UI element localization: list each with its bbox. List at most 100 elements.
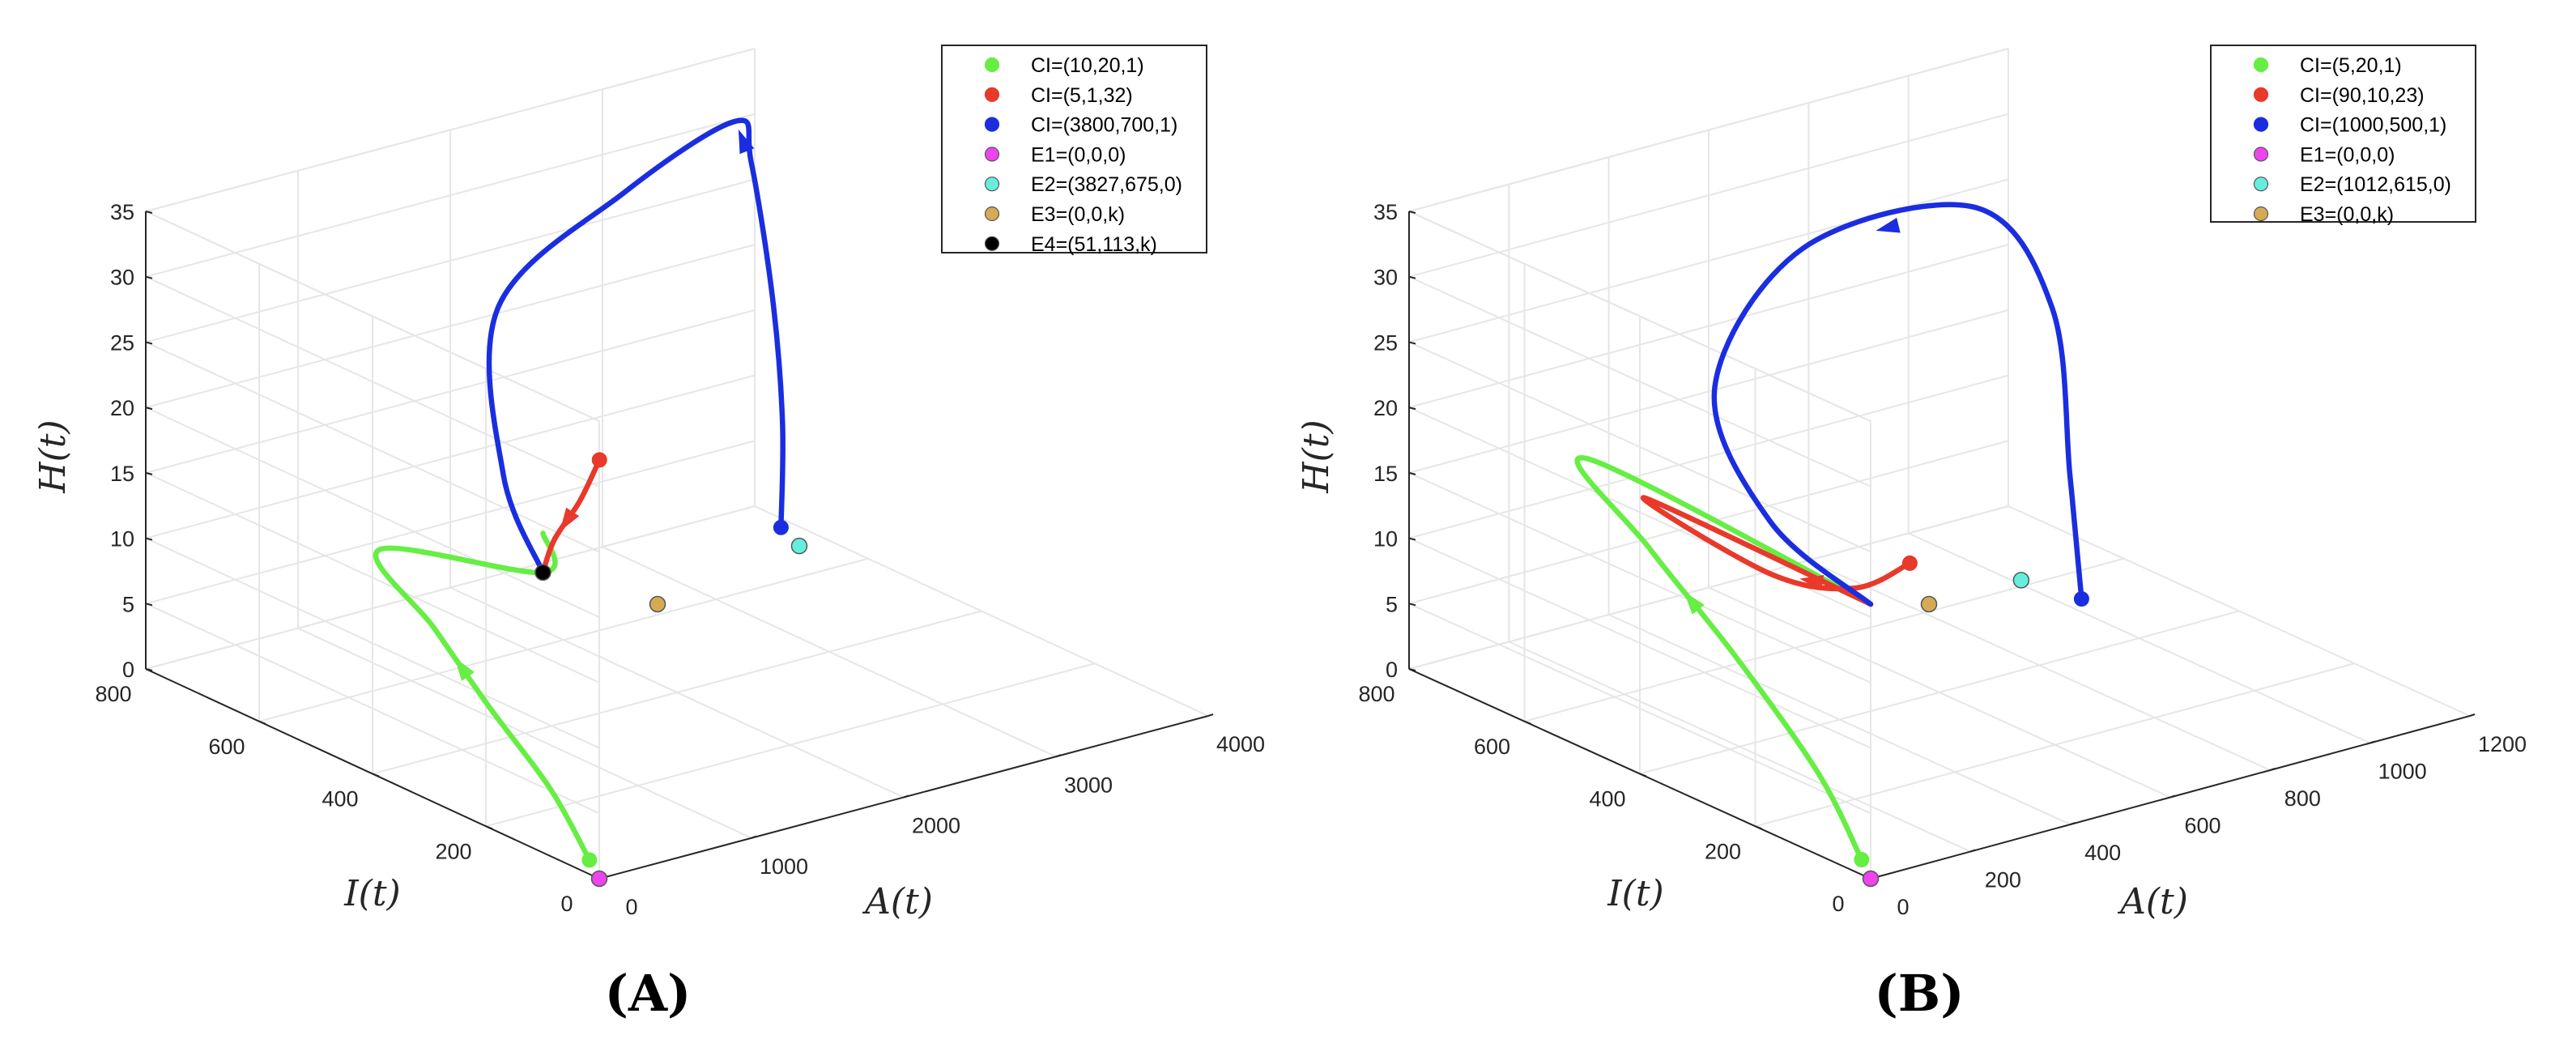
z-tick <box>1408 603 1416 607</box>
trajectory-1 <box>1574 455 1874 862</box>
z-tick-label: 15 <box>1373 462 1398 486</box>
grid-line <box>1408 537 1871 749</box>
x-tick-label: 800 <box>2284 786 2321 811</box>
trajectory-1 <box>373 530 593 863</box>
z-tick-label: 30 <box>1373 266 1398 290</box>
legend-swatch <box>984 236 1000 251</box>
z-tick <box>145 275 153 279</box>
grid-line <box>145 244 756 409</box>
legend-swatch <box>984 177 1000 192</box>
z-tick-label: 25 <box>1373 330 1398 355</box>
initial-condition-marker-2 <box>591 452 607 468</box>
legend-swatch <box>984 117 1000 132</box>
x-tick-label: 1000 <box>760 854 808 879</box>
legend-label: CI=(1000,500,1) <box>2300 114 2446 137</box>
z-tick-label: 10 <box>1373 527 1398 552</box>
y-tick-label: 800 <box>95 682 131 706</box>
legend-swatch <box>984 57 1000 73</box>
x-tick <box>2369 740 2375 744</box>
grid-line <box>1408 48 2009 212</box>
grid-line <box>1639 610 2240 775</box>
x-tick <box>2070 822 2076 825</box>
legend-label: E2=(3827,675,0) <box>1031 173 1182 196</box>
trajectory-arrow-2 <box>560 507 580 532</box>
trajectory-3 <box>1711 202 2084 607</box>
chart-panel-b: 0200400600800100012000200400600800051015… <box>1296 45 2527 1023</box>
y-tick-label: 400 <box>321 787 358 811</box>
y-tick-label: 200 <box>435 839 471 863</box>
x-tick-label: 200 <box>1985 868 2021 892</box>
legend-label: CI=(5,20,1) <box>2300 54 2402 77</box>
legend-label: CI=(5,1,32) <box>1031 84 1133 107</box>
y-tick <box>1639 773 1647 777</box>
grid-line <box>145 113 756 278</box>
x-tick <box>751 835 757 839</box>
y-tick <box>258 720 266 725</box>
z-tick <box>1408 407 1416 411</box>
legend-label: E3=(0,0,k) <box>1031 203 1125 226</box>
x-tick <box>1970 849 1976 853</box>
legend-swatch <box>2253 147 2269 162</box>
z-tick-label: 20 <box>1373 396 1398 420</box>
grid-line <box>1755 662 2355 828</box>
legend: CI=(5,20,1) CI=(90,10,23) CI=(1000,500,1) E… <box>2210 45 2476 226</box>
legend-label: E3=(0,0,k) <box>2300 203 2394 226</box>
legend-swatch <box>2253 87 2269 102</box>
x-tick <box>2469 713 2476 717</box>
z-tick-label: 5 <box>1386 592 1398 616</box>
legend-swatch <box>2253 117 2269 132</box>
legend-box <box>2210 45 2476 223</box>
x-tick-label: 1200 <box>2478 732 2527 756</box>
initial-condition-marker-2 <box>1901 555 1918 571</box>
z-tick-label: 30 <box>110 266 134 290</box>
trajectory-arrow-3 <box>1876 217 1901 233</box>
y-axis-label: I(t) <box>343 873 400 914</box>
legend-swatch <box>2253 177 2269 192</box>
z-tick <box>145 603 153 607</box>
z-tick <box>1408 471 1416 475</box>
z-tick <box>145 407 153 411</box>
grid-line <box>145 178 756 343</box>
z-tick <box>145 211 153 214</box>
z-tick <box>1408 211 1416 214</box>
grid-line <box>1408 309 2009 474</box>
z-tick <box>1408 275 1416 279</box>
grid-line <box>372 610 982 775</box>
initial-condition-marker-3 <box>2073 590 2089 607</box>
x-tick-label: 0 <box>1897 895 1909 919</box>
trajectory-arrow-1 <box>454 657 475 681</box>
trajectory-arrow-1 <box>1684 591 1705 615</box>
grid-line <box>145 275 600 488</box>
grid-line <box>145 341 600 553</box>
z-tick-label: 25 <box>110 330 134 355</box>
grid-line <box>145 471 600 684</box>
trajectory-3 <box>486 117 786 576</box>
legend-swatch <box>2253 206 2269 222</box>
grid-line <box>145 505 756 670</box>
grid-line <box>1408 471 1871 684</box>
panel-label: (B) <box>1874 964 1964 1023</box>
initial-condition-marker-3 <box>773 519 789 535</box>
z-tick <box>1408 341 1416 345</box>
grid-line <box>145 603 600 815</box>
z-tick-label: 35 <box>110 200 134 224</box>
equilibrium-marker-4 <box>534 564 551 581</box>
z-tick <box>145 537 153 541</box>
legend: CI=(10,20,1) CI=(5,1,32) CI=(3800,700,1) E1… <box>941 45 1207 256</box>
z-tick-label: 0 <box>1386 658 1398 682</box>
legend-swatch <box>984 87 1000 102</box>
initial-condition-marker-1 <box>581 852 598 868</box>
z-tick <box>145 471 153 475</box>
grid-line <box>1408 211 1871 422</box>
grid-line <box>1408 113 2009 278</box>
grid-line <box>145 48 756 212</box>
legend-swatch <box>984 206 1000 222</box>
legend-swatch <box>984 147 1000 162</box>
grid-line <box>145 440 756 605</box>
legend-box <box>941 45 1207 253</box>
trajectory-arrow-2 <box>1799 575 1824 590</box>
z-tick <box>145 668 153 671</box>
x-tick <box>903 794 909 799</box>
y-tick <box>1524 720 1531 725</box>
grid-line <box>145 211 600 422</box>
